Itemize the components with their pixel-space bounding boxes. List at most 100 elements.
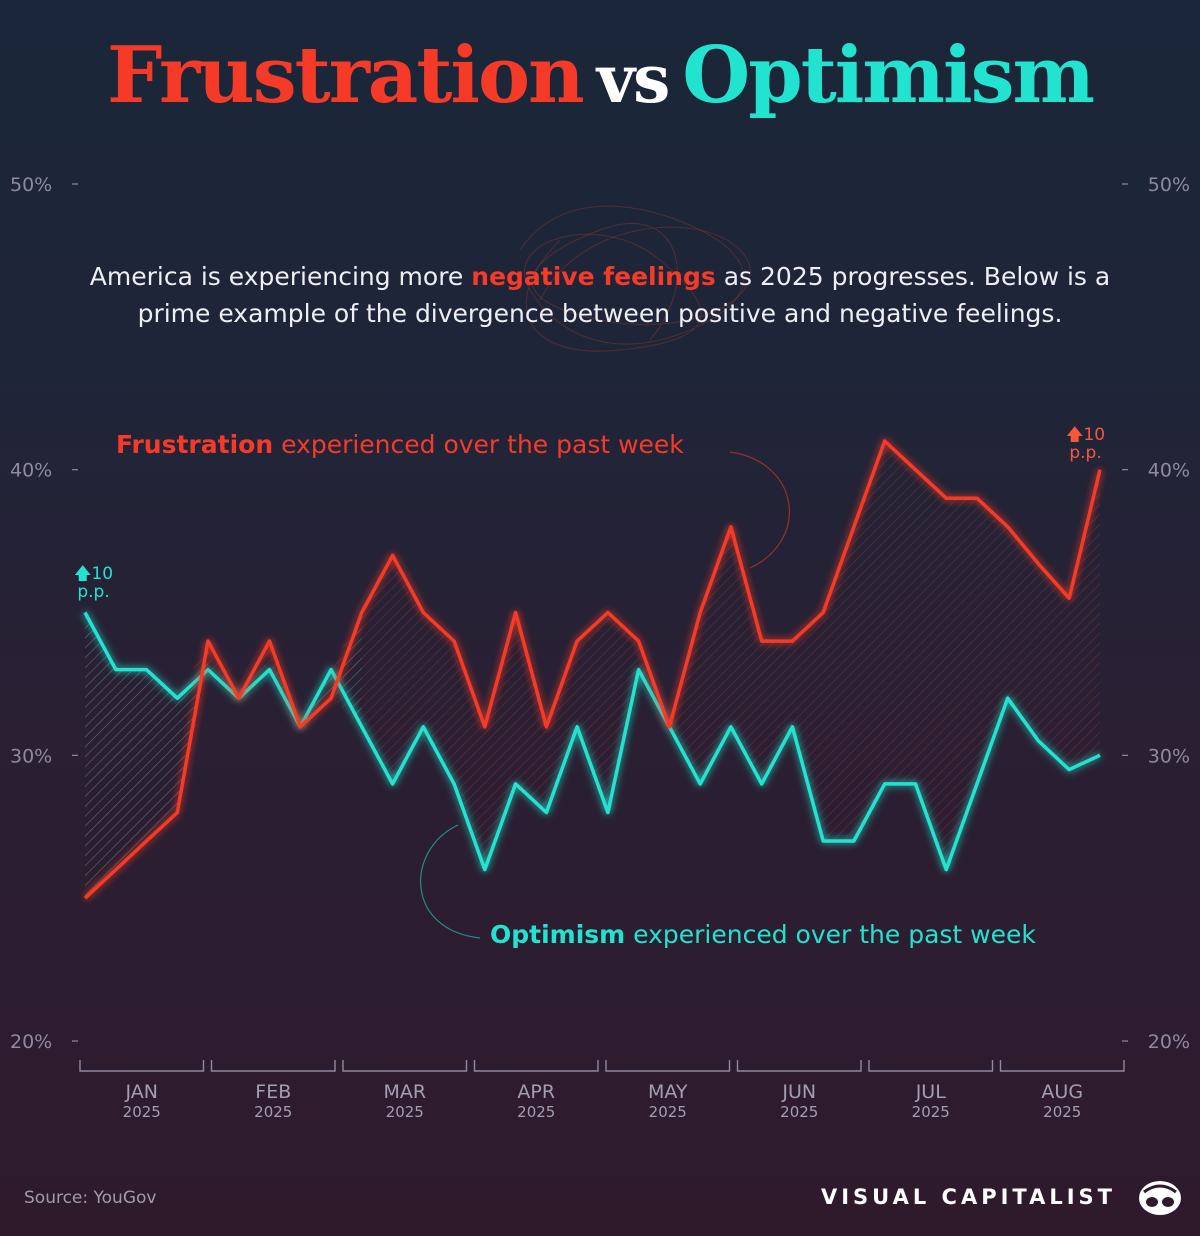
month-bracket [999, 1060, 1125, 1072]
series-line-optimism [83, 611, 1101, 872]
annotation-optimism-rest: experienced over the past week [625, 920, 1036, 949]
title-frustration: Frustration [106, 30, 585, 121]
data-point-optimism [145, 668, 149, 672]
data-point-optimism [175, 696, 179, 700]
visual-capitalist-logo-icon[interactable] [1136, 1178, 1184, 1218]
data-point-frustration [452, 639, 456, 643]
data-point-frustration [1006, 525, 1010, 529]
data-point-optimism [1006, 696, 1010, 700]
data-point-optimism [944, 868, 948, 872]
data-point-optimism [329, 668, 333, 672]
data-point-frustration [391, 553, 395, 557]
x-tick-month-label: JAN [125, 1081, 158, 1103]
data-point-frustration [760, 639, 764, 643]
title-vs: vs [596, 40, 671, 118]
data-point-frustration [606, 611, 610, 615]
data-point-frustration [145, 839, 149, 843]
y-axis: 50% 50% 40% 40% 30% 30% 20% 20% [10, 174, 1190, 1053]
x-tick-month-label: FEB [255, 1081, 291, 1103]
data-point-frustration [1036, 562, 1040, 566]
data-point-optimism [729, 725, 733, 729]
x-tick-month-label: APR [517, 1081, 555, 1103]
data-point-optimism [760, 782, 764, 786]
y-tick-label-left: 30% [10, 745, 52, 767]
data-point-optimism [83, 611, 87, 615]
data-point-optimism [483, 868, 487, 872]
hatch-area-optimism-above [85, 612, 362, 899]
annotation-frustration-rest: experienced over the past week [273, 430, 684, 459]
change-unit-frustration: p.p. [1069, 443, 1102, 463]
month-bracket [736, 1060, 862, 1072]
subtitle-highlight: negative feelings [471, 262, 716, 291]
data-point-frustration [729, 525, 733, 529]
data-point-frustration [852, 525, 856, 529]
subtitle-before: America is experiencing more [89, 262, 472, 291]
data-point-frustration [637, 639, 641, 643]
data-point-frustration [975, 496, 979, 500]
y-tick-label-left: 20% [10, 1031, 52, 1053]
y-tick-label-right: 40% [1148, 460, 1190, 482]
annotation-optimism: Optimism experienced over the past week [490, 920, 1036, 949]
data-point-frustration [544, 725, 548, 729]
data-point-optimism [421, 725, 425, 729]
data-point-optimism [821, 839, 825, 843]
data-point-frustration [360, 611, 364, 615]
month-bracket [79, 1060, 205, 1072]
change-value-optimism: 10 [91, 564, 114, 584]
x-tick-year-label: 2025 [254, 1103, 292, 1121]
data-point-frustration [575, 639, 579, 643]
x-tick-year-label: 2025 [386, 1103, 424, 1121]
data-point-frustration [421, 611, 425, 615]
chart-title: Frustration vs Optimism [0, 30, 1200, 121]
data-point-frustration [268, 639, 272, 643]
x-tick-month-label: JUL [915, 1081, 947, 1103]
source-note: Source: YouGov [24, 1188, 157, 1208]
x-tick-month-label: MAR [383, 1081, 426, 1103]
data-point-optimism [391, 782, 395, 786]
data-point-frustration [114, 868, 118, 872]
month-bracket [342, 1060, 468, 1072]
data-point-optimism [883, 782, 887, 786]
data-point-frustration [83, 896, 87, 900]
data-point-optimism [268, 668, 272, 672]
x-tick-month-label: AUG [1041, 1081, 1083, 1103]
y-tick-label-right: 20% [1148, 1031, 1190, 1053]
subtitle-after: as 2025 progresses. Below is a prime exa… [137, 262, 1111, 328]
data-point-frustration [944, 496, 948, 500]
data-point-optimism [913, 782, 917, 786]
x-tick-year-label: 2025 [1043, 1103, 1081, 1121]
series-line-frustration [83, 439, 1102, 900]
data-point-frustration [790, 639, 794, 643]
brand-wordmark[interactable]: VISUAL CAPITALIST [820, 1185, 1116, 1209]
y-tick-label-right: 30% [1148, 745, 1190, 767]
data-point-frustration [698, 611, 702, 615]
data-point-optimism [298, 725, 302, 729]
x-tick-month-label: JUN [781, 1081, 816, 1103]
data-point-optimism [114, 668, 118, 672]
hatch-area-frustration-above [85, 441, 1100, 899]
data-point-frustration [329, 696, 333, 700]
change-badge-frustration: 🡅10 p.p. [1066, 426, 1105, 462]
data-point-optimism [514, 782, 518, 786]
data-point-optimism [452, 782, 456, 786]
month-bracket [868, 1060, 994, 1072]
subtitle: America is experiencing more negative fe… [60, 258, 1140, 332]
data-point-frustration [821, 611, 825, 615]
data-point-frustration [514, 611, 518, 615]
data-point-frustration [483, 725, 487, 729]
data-point-frustration [1098, 468, 1102, 472]
data-point-optimism [237, 696, 241, 700]
data-point-optimism [1067, 768, 1071, 772]
data-point-frustration [1067, 596, 1071, 600]
annotation-frustration: Frustration experienced over the past we… [116, 430, 684, 459]
annotation-optimism-bold: Optimism [490, 920, 626, 949]
annotation-connector-frustration [729, 451, 790, 569]
y-tick-label-left: 40% [10, 460, 52, 482]
up-arrow-icon: 🡅 [74, 564, 92, 584]
month-bracket [210, 1060, 336, 1072]
data-point-optimism [360, 725, 364, 729]
data-point-optimism [975, 782, 979, 786]
month-bracket [473, 1060, 599, 1072]
annotation-connector-optimism [420, 824, 481, 939]
